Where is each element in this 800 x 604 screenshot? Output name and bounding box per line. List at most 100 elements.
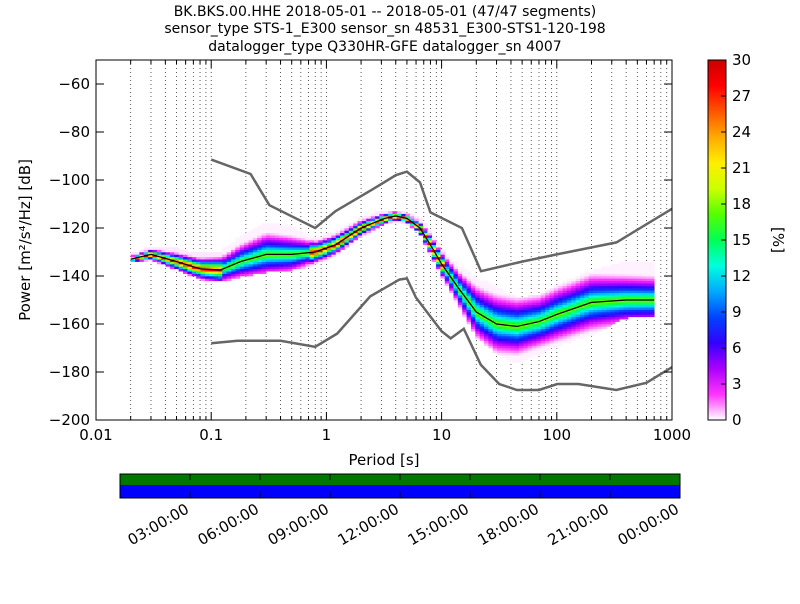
heatmap-cell [645,278,651,282]
heatmap-cell [505,352,511,356]
heatmap-cell [148,254,153,258]
heatmap-cell [518,307,524,310]
heatmap-cell [545,307,550,310]
heatmap-cell [558,288,563,291]
heatmap-cell [619,316,625,320]
heatmap-cell [649,314,655,318]
heatmap-cell [545,304,550,308]
heatmap-cell [279,240,284,243]
heatmap-cell [305,249,310,253]
heatmap-cell [252,252,258,255]
heatmap-cell [292,266,297,270]
heatmap-cell [488,283,494,286]
heatmap-cell [571,285,577,289]
heatmap-cell [488,309,494,313]
heatmap-cell [279,228,284,231]
heatmap-cell [261,235,267,238]
heatmap-cell [492,300,498,303]
heatmap-cell [623,307,629,310]
heatmap-cell [292,261,297,265]
heatmap-cell [536,328,542,332]
heatmap-cell [484,283,489,286]
heatmap-cell [488,343,494,346]
heatmap-cell [523,326,529,330]
heatmap-cell [645,314,651,318]
heatmap-cell [532,333,537,337]
heatmap-cell [222,249,228,253]
heatmap-cell [597,292,603,296]
heatmap-cell [196,256,201,260]
heatmap-cell [204,261,210,265]
heatmap-cell [571,331,577,334]
heatmap-cell [449,271,454,274]
heatmap-cell [518,357,524,361]
heatmap-cell [649,304,655,308]
heatmap-cell [204,254,210,258]
heatmap-cell [566,285,572,289]
heatmap-cell [627,314,633,318]
heatmap-cell [571,324,577,327]
heatmap-cell [357,232,363,236]
heatmap-cell [532,312,537,315]
heatmap-cell [645,264,651,267]
heatmap-cell [614,309,620,313]
heatmap-cell [357,225,363,229]
heatmap-cell [523,300,529,303]
heatmap-cell [183,252,188,255]
x-tick-label: 1 [322,426,332,444]
colorbar-tick-label: 6 [732,339,742,357]
heatmap-cell [510,304,515,308]
heatmap-cell [300,242,306,246]
heatmap-cell [549,304,555,308]
heatmap-cell [514,324,520,327]
heatmap-cell [532,302,537,306]
heatmap-cell [300,240,306,243]
heatmap-cell [553,290,559,294]
heatmap-cell [492,319,498,322]
heatmap-cell [300,254,306,258]
heatmap-cell [257,235,262,238]
heatmap-cell [156,249,162,253]
heatmap-cell [130,252,136,255]
heatmap-cell [510,314,515,318]
heatmap-cell [632,280,638,284]
heatmap-cell [248,235,254,238]
heatmap-cell [283,230,289,234]
heatmap-cell [501,314,507,318]
heatmap-cell [239,264,245,267]
heatmap-cell [636,264,642,267]
heatmap-cell [497,340,502,344]
heatmap-cell [257,225,262,229]
heatmap-cell [549,343,555,346]
heatmap-cell [649,283,655,286]
heatmap-cell [265,252,271,255]
heatmap-cell [279,264,284,267]
heatmap-cell [619,300,625,303]
heatmap-cell [462,271,467,274]
heatmap-cell [501,297,507,301]
heatmap-cell [606,324,611,327]
heatmap-cell [562,280,568,284]
mean-psd-curve [130,215,655,328]
heatmap-cell [532,295,537,298]
heatmap-cell [641,304,646,308]
heatmap-cell [235,273,241,277]
heatmap-cell [292,228,297,231]
y-tick-label: −120 [49,219,90,237]
heatmap-cell [510,348,515,351]
heatmap-cell [623,300,629,303]
heatmap-cell [514,357,520,361]
heatmap-cell [492,328,498,332]
heatmap-cell [549,295,555,298]
heatmap-cell [632,300,638,303]
heatmap-cell [523,355,529,358]
heatmap-cell [523,357,529,361]
heatmap-cell [462,302,467,306]
heatmap-cell [231,252,236,255]
heatmap-cell [279,268,284,272]
heatmap-cell [536,340,542,344]
heatmap-cell [514,343,520,346]
heatmap-cell [252,249,258,253]
heatmap-cell [287,228,293,231]
heatmap-cell [623,312,629,315]
